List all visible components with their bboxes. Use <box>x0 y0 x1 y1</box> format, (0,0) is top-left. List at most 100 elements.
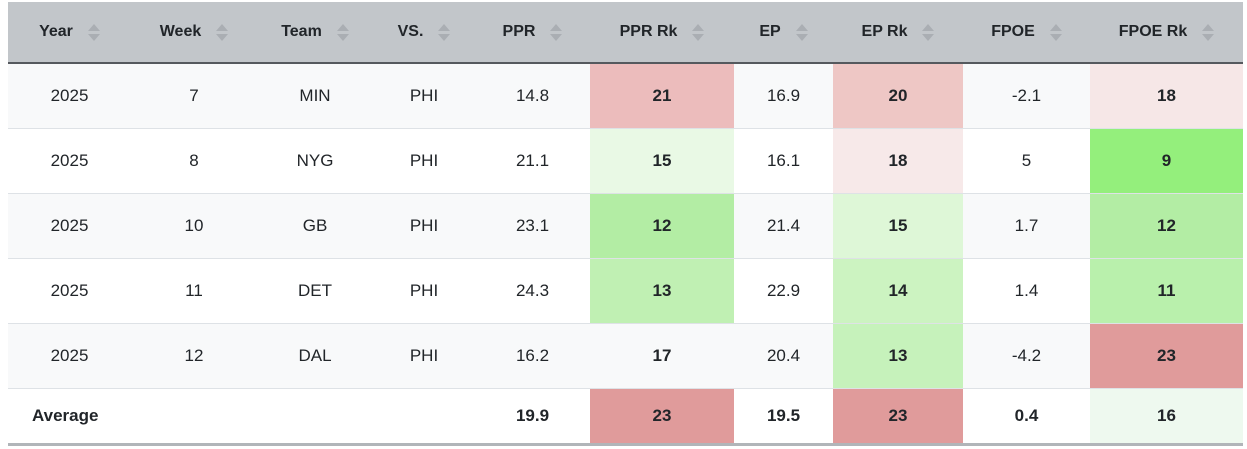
column-header-vs[interactable]: VS. <box>373 2 475 64</box>
sort-icon[interactable] <box>87 23 100 41</box>
ppr-cell: 23.1 <box>475 192 590 258</box>
team-cell: NYG <box>257 127 373 193</box>
vs-cell <box>373 387 475 446</box>
header-row: Year Week Team VS. PPR PPR Rk EP EP Rk F… <box>8 2 1243 64</box>
sort-icon[interactable] <box>216 23 229 41</box>
fpoe-cell: -2.1 <box>1011 85 1042 105</box>
fpoe-rank-cell: 23 <box>1090 322 1243 388</box>
sort-icon[interactable] <box>438 23 451 41</box>
year-cell: 2025 <box>50 85 89 105</box>
fpoe-rank-cell: 12 <box>1090 192 1243 258</box>
column-label: EP Rk <box>861 23 908 40</box>
week-cell: 11 <box>131 257 257 323</box>
player-weekly-stats-table: Year Week Team VS. PPR PPR Rk EP EP Rk F… <box>8 2 1243 446</box>
fpoe-cell: 1.7 <box>963 192 1090 258</box>
table-header: Year Week Team VS. PPR PPR Rk EP EP Rk F… <box>8 2 1243 64</box>
ep-cell: 21.4 <box>734 192 833 258</box>
team-cell: MIN <box>299 85 331 105</box>
ppr-rank-cell: 21 <box>590 63 734 128</box>
column-label: PPR Rk <box>619 23 678 40</box>
team-cell: DET <box>257 257 373 323</box>
ppr-cell: 21.1 <box>475 127 590 193</box>
vs-cell: PHI <box>373 322 475 388</box>
column-label: Week <box>159 23 202 40</box>
sort-icon[interactable] <box>1202 23 1215 41</box>
fpoe-cell: 0.4 <box>963 387 1090 446</box>
team-cell: DAL <box>257 322 373 388</box>
ppr-rank-cell: 17 <box>590 322 734 388</box>
year-cell: 2025 <box>8 257 131 323</box>
column-label: FPOE <box>991 23 1035 40</box>
ep-rank-cell: 23 <box>833 387 963 446</box>
column-label: Year <box>39 23 73 40</box>
column-label: VS. <box>397 23 424 40</box>
team-cell <box>257 387 373 446</box>
year-cell: 2025 <box>8 322 131 388</box>
vs-cell: PHI <box>373 192 475 258</box>
ppr-cell: 14.8 <box>515 85 550 105</box>
column-header-ep-rk[interactable]: EP Rk <box>833 2 963 64</box>
ep-rank-cell: 13 <box>833 322 963 388</box>
stats-table-container: Year Week Team VS. PPR PPR Rk EP EP Rk F… <box>8 2 1243 446</box>
ep-cell: 19.5 <box>734 387 833 446</box>
ep-cell: 22.9 <box>734 257 833 323</box>
table-footer: Average 19.9 23 19.5 23 0.4 16 <box>8 387 1243 446</box>
column-label: PPR <box>502 23 536 40</box>
ep-cell: 16.9 <box>766 85 801 105</box>
week-cell: 8 <box>131 127 257 193</box>
ep-rank-cell: 20 <box>833 63 963 128</box>
table-row: 2025 12 DAL PHI 16.2 17 20.4 13 -4.2 23 <box>8 322 1243 388</box>
ppr-cell: 24.3 <box>475 257 590 323</box>
column-label: EP <box>759 23 781 40</box>
table-body: 2025 7 MIN PHI 14.8 21 16.9 20 -2.1 18 2… <box>8 63 1243 388</box>
sort-icon[interactable] <box>795 23 808 41</box>
ppr-cell: 19.9 <box>475 387 590 446</box>
column-header-team[interactable]: Team <box>257 2 373 64</box>
ep-rank-cell: 15 <box>833 192 963 258</box>
fpoe-rank-cell: 9 <box>1090 127 1243 193</box>
column-header-fpoe[interactable]: FPOE <box>963 2 1090 64</box>
ppr-cell: 16.2 <box>475 322 590 388</box>
fpoe-cell: 1.4 <box>963 257 1090 323</box>
average-label: Average <box>8 387 131 446</box>
sort-icon[interactable] <box>550 23 563 41</box>
column-header-year[interactable]: Year <box>8 2 131 64</box>
ppr-rank-cell: 15 <box>590 127 734 193</box>
week-cell: 10 <box>131 192 257 258</box>
table-row: 2025 11 DET PHI 24.3 13 22.9 14 1.4 11 <box>8 257 1243 323</box>
ep-cell: 16.1 <box>734 127 833 193</box>
week-cell: 7 <box>189 85 199 105</box>
column-header-ppr[interactable]: PPR <box>475 2 590 64</box>
column-header-week[interactable]: Week <box>131 2 257 64</box>
ppr-rank-cell: 12 <box>590 192 734 258</box>
ppr-rank-cell: 13 <box>590 257 734 323</box>
vs-cell: PHI <box>373 127 475 193</box>
average-row: Average 19.9 23 19.5 23 0.4 16 <box>8 387 1243 446</box>
sort-icon[interactable] <box>336 23 349 41</box>
sort-icon[interactable] <box>922 23 935 41</box>
column-header-ppr-rk[interactable]: PPR Rk <box>590 2 734 64</box>
fpoe-cell: 5 <box>963 127 1090 193</box>
fpoe-cell: -4.2 <box>963 322 1090 388</box>
column-header-fpoe-rk[interactable]: FPOE Rk <box>1090 2 1243 64</box>
year-cell: 2025 <box>8 192 131 258</box>
column-label: Team <box>281 23 322 40</box>
week-cell: 12 <box>131 322 257 388</box>
table-row: 2025 8 NYG PHI 21.1 15 16.1 18 5 9 <box>8 127 1243 193</box>
column-label: FPOE Rk <box>1118 23 1188 40</box>
column-header-ep[interactable]: EP <box>734 2 833 64</box>
ep-cell: 20.4 <box>734 322 833 388</box>
fpoe-rank-cell: 18 <box>1090 63 1243 128</box>
sort-icon[interactable] <box>692 23 705 41</box>
table-row: 2025 10 GB PHI 23.1 12 21.4 15 1.7 12 <box>8 192 1243 258</box>
year-cell: 2025 <box>8 127 131 193</box>
vs-cell: PHI <box>409 85 439 105</box>
vs-cell: PHI <box>373 257 475 323</box>
fpoe-rank-cell: 16 <box>1090 387 1243 446</box>
week-cell <box>131 387 257 446</box>
ppr-rank-cell: 23 <box>590 387 734 446</box>
fpoe-rank-cell: 11 <box>1090 257 1243 323</box>
table-row: 2025 7 MIN PHI 14.8 21 16.9 20 -2.1 18 <box>8 63 1243 128</box>
sort-icon[interactable] <box>1049 23 1062 41</box>
team-cell: GB <box>257 192 373 258</box>
